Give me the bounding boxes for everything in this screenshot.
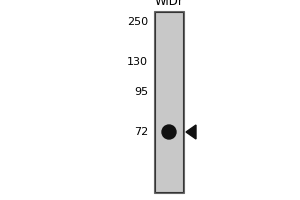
Bar [154,11,184,193]
Text: 250: 250 [127,17,148,27]
Text: 95: 95 [134,87,148,97]
Polygon shape [186,125,196,139]
Text: 130: 130 [127,57,148,67]
Text: WiDr: WiDr [154,0,183,8]
Text: 72: 72 [134,127,148,137]
Bar [155,12,183,192]
Ellipse shape [162,125,176,139]
